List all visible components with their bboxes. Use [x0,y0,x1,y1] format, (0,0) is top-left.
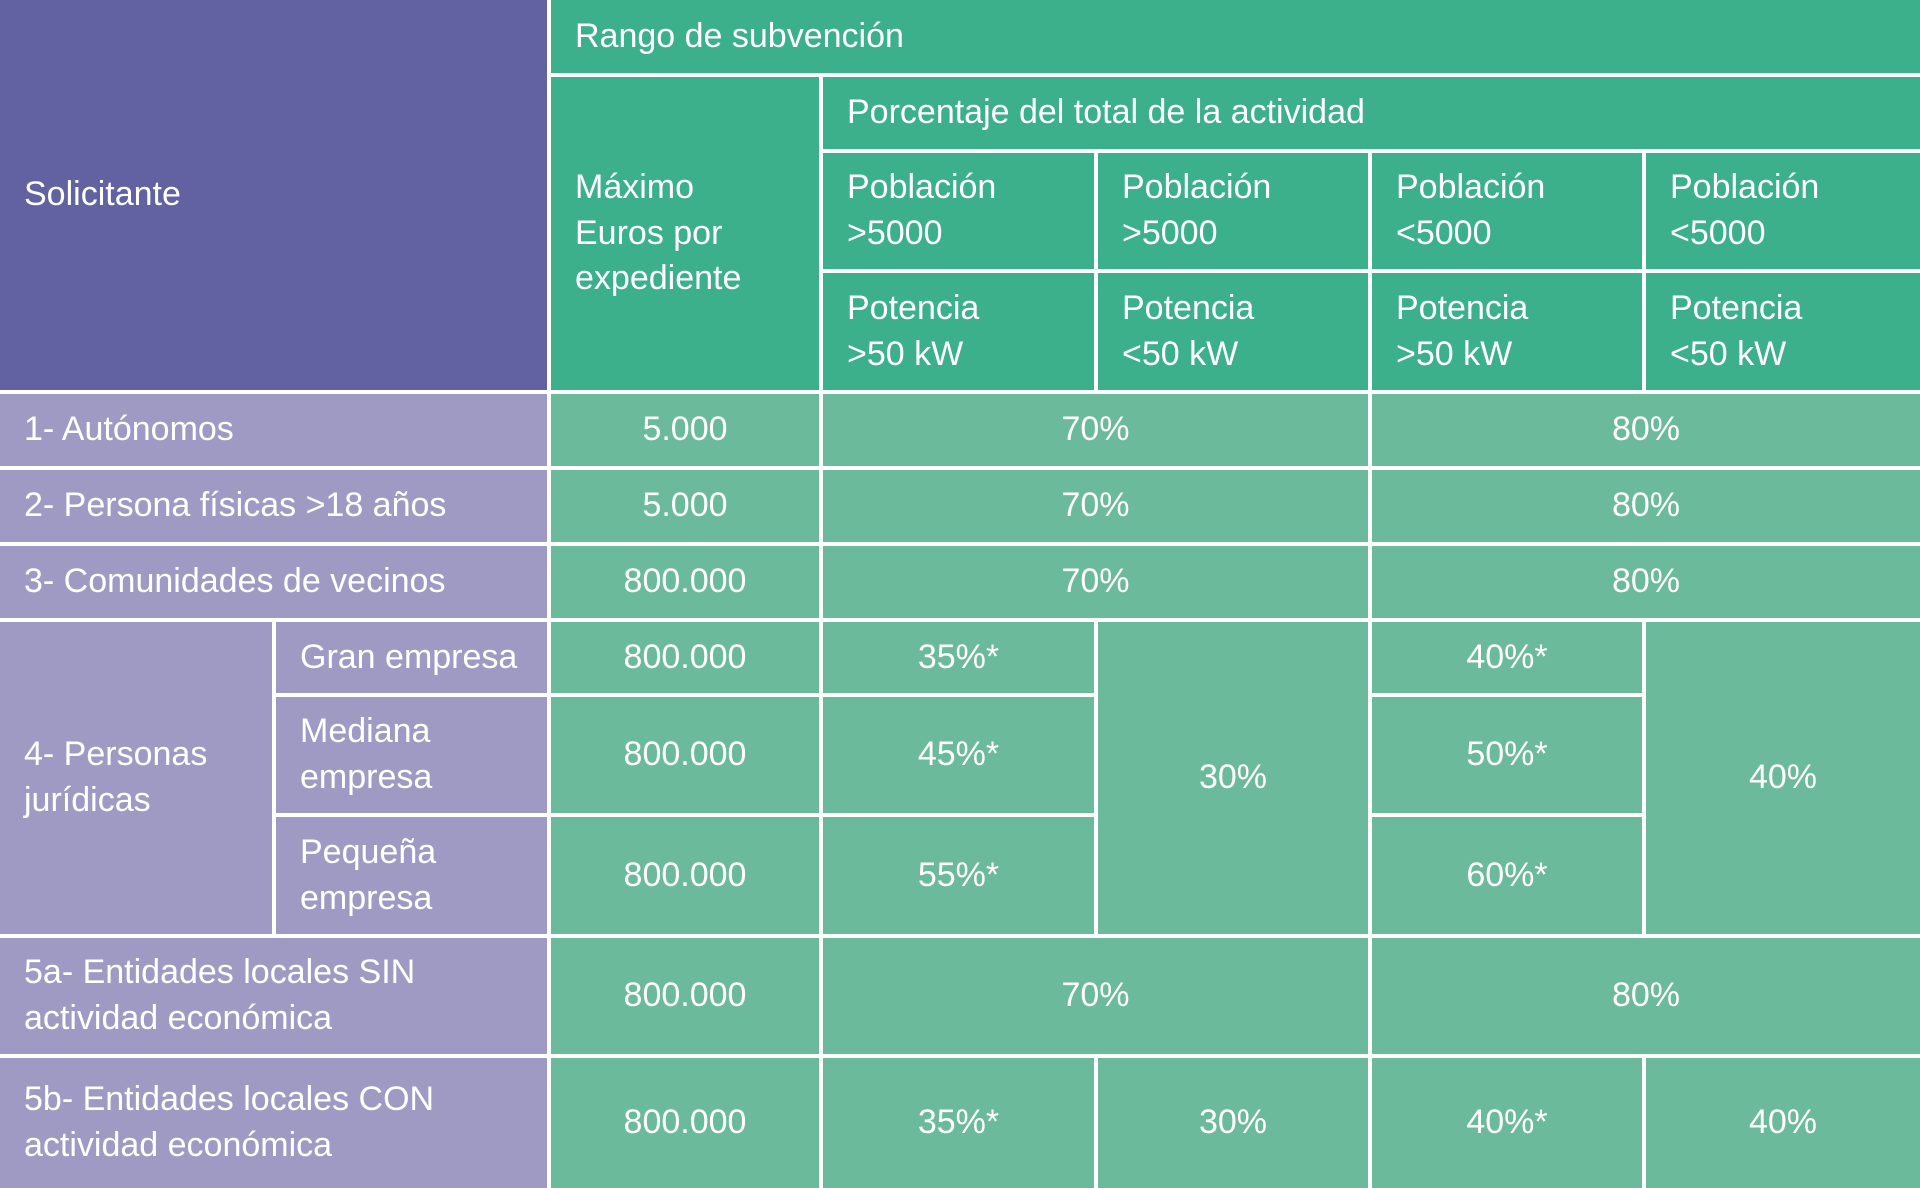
percent-cell: 45%* [823,697,1094,813]
percent-cell: 80% [1372,546,1920,618]
percent-cell: 40% [1646,622,1920,934]
subrow-label: Mediana empresa [276,697,547,813]
percent-cell: 35%* [823,1058,1094,1188]
subrow-label: Pequeña empresa [276,817,547,934]
header-cell: Población >5000 [1098,153,1368,269]
percent-cell: 80% [1372,938,1920,1054]
max-cell: 800.000 [551,697,819,813]
max-cell: 5.000 [551,394,819,466]
percent-cell: 40% [1646,1058,1920,1188]
percent-cell: 55%* [823,817,1094,934]
percent-cell: 70% [823,546,1368,618]
header-cell: Potencia <50 kW [1098,273,1368,390]
header-cell: Potencia >50 kW [823,273,1094,390]
max-cell: 800.000 [551,817,819,934]
row-label: 5a- Entidades locales SIN actividad econ… [0,938,547,1054]
header-cell: Potencia >50 kW [1372,273,1642,390]
max-cell: 800.000 [551,622,819,693]
header-cell: Porcentaje del total de la actividad [823,77,1920,149]
percent-cell: 80% [1372,470,1920,542]
max-cell: 800.000 [551,1058,819,1188]
header-cell: Población >5000 [823,153,1094,269]
percent-cell: 30% [1098,622,1368,934]
percent-cell: 60%* [1372,817,1642,934]
header-cell: Máximo Euros por expediente [551,77,819,390]
percent-cell: 35%* [823,622,1094,693]
percent-cell: 50%* [1372,697,1642,813]
header-cell: Potencia <50 kW [1646,273,1920,390]
row-label: 2- Persona físicas >18 años [0,470,547,542]
percent-cell: 30% [1098,1058,1368,1188]
header-cell: Población <5000 [1646,153,1920,269]
row-label: 5b- Entidades locales CON actividad econ… [0,1058,547,1188]
row-label: 4- Personas jurídicas [0,622,272,934]
row-label: 1- Autónomos [0,394,547,466]
percent-cell: 70% [823,938,1368,1054]
percent-cell: 70% [823,470,1368,542]
percent-cell: 40%* [1372,622,1642,693]
percent-cell: 70% [823,394,1368,466]
percent-cell: 80% [1372,394,1920,466]
row-label: 3- Comunidades de vecinos [0,546,547,618]
max-cell: 800.000 [551,938,819,1054]
header-cell: Rango de subvención [551,0,1920,73]
percent-cell: 40%* [1372,1058,1642,1188]
subrow-label: Gran empresa [276,622,547,693]
max-cell: 800.000 [551,546,819,618]
max-cell: 5.000 [551,470,819,542]
header-cell: Población <5000 [1372,153,1642,269]
header-cell: Solicitante [0,0,547,390]
